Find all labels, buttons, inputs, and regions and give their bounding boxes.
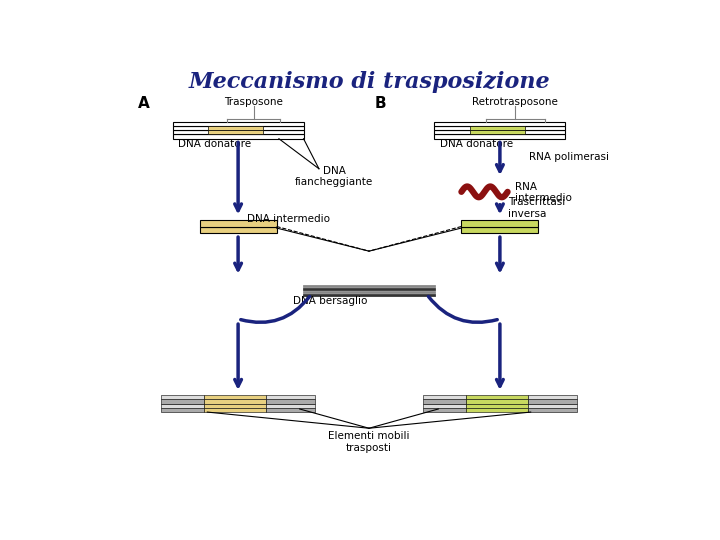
Bar: [266, 403, 315, 408]
Text: DNA donatore: DNA donatore: [440, 139, 513, 149]
Bar: [161, 408, 204, 412]
Bar: [204, 400, 266, 403]
Bar: [466, 400, 528, 403]
Bar: [528, 403, 577, 408]
Bar: [204, 408, 266, 412]
Text: Meccanismo di trasposizione: Meccanismo di trasposizione: [188, 71, 550, 93]
Bar: [204, 403, 266, 408]
Bar: [161, 403, 204, 408]
Bar: [434, 134, 565, 139]
Bar: [434, 126, 565, 130]
Bar: [466, 408, 528, 412]
Bar: [204, 395, 266, 400]
Bar: [466, 403, 528, 408]
Text: DNA intermedio: DNA intermedio: [247, 214, 330, 224]
Text: DNA bersaglio: DNA bersaglio: [293, 296, 368, 306]
Bar: [434, 122, 565, 126]
Bar: [434, 130, 565, 134]
Bar: [266, 400, 315, 403]
Text: Trascrittasi
inversa: Trascrittasi inversa: [508, 197, 565, 219]
Bar: [161, 400, 204, 403]
Bar: [423, 395, 466, 400]
Text: A: A: [138, 96, 150, 111]
Bar: [423, 400, 466, 403]
Bar: [423, 408, 466, 412]
Bar: [466, 395, 528, 400]
Text: Trasposone: Trasposone: [224, 97, 283, 107]
Bar: [528, 395, 577, 400]
Bar: [173, 130, 304, 134]
Text: DNA
fiancheggiante: DNA fiancheggiante: [295, 166, 374, 187]
Bar: [423, 403, 466, 408]
Text: DNA donatore: DNA donatore: [179, 139, 251, 149]
Bar: [266, 395, 315, 400]
Text: Elementi mobili
trasposti: Elementi mobili trasposti: [328, 431, 410, 453]
Bar: [161, 395, 204, 400]
Bar: [462, 226, 539, 233]
Text: B: B: [374, 96, 387, 111]
Bar: [208, 130, 263, 134]
Text: RNA
intermedio: RNA intermedio: [516, 182, 572, 204]
Bar: [199, 220, 276, 226]
Bar: [173, 134, 304, 139]
Bar: [462, 220, 539, 226]
Text: Retrotrasposone: Retrotrasposone: [472, 97, 558, 107]
Bar: [266, 408, 315, 412]
Bar: [199, 226, 276, 233]
Bar: [173, 122, 304, 126]
Bar: [173, 126, 304, 130]
Text: RNA polimerasi: RNA polimerasi: [529, 152, 609, 162]
Bar: [528, 408, 577, 412]
Bar: [208, 126, 263, 130]
Bar: [469, 130, 525, 134]
Bar: [469, 126, 525, 130]
Bar: [528, 400, 577, 403]
